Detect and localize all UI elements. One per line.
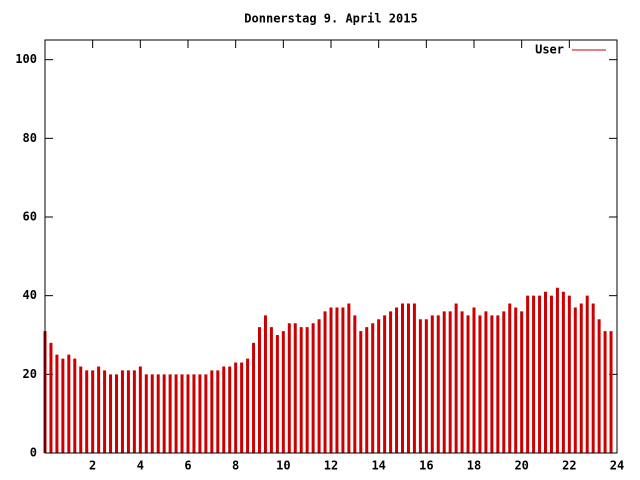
y-tick-label: 80 (23, 131, 37, 145)
plot-border (44, 39, 618, 454)
x-tick-label: 14 (371, 459, 385, 473)
x-tick-label: 12 (324, 459, 338, 473)
x-tick-label: 24 (610, 459, 624, 473)
x-tick-label: 4 (137, 459, 144, 473)
y-tick-label: 60 (23, 210, 37, 224)
x-tick-label: 22 (562, 459, 576, 473)
y-tick-label: 100 (15, 52, 37, 66)
x-tick-label: 18 (467, 459, 481, 473)
x-tick-label: 2 (89, 459, 96, 473)
y-tick-label: 20 (23, 367, 37, 381)
x-tick-label: 10 (276, 459, 290, 473)
x-tick-label: 20 (514, 459, 528, 473)
chart-title: Donnerstag 9. April 2015 (244, 12, 417, 26)
x-tick-label: 8 (232, 459, 239, 473)
x-tick-label: 6 (184, 459, 191, 473)
legend-label: User (535, 43, 564, 57)
y-tick-label: 40 (23, 288, 37, 302)
y-tick-label: 0 (30, 446, 37, 460)
x-tick-label: 16 (419, 459, 433, 473)
